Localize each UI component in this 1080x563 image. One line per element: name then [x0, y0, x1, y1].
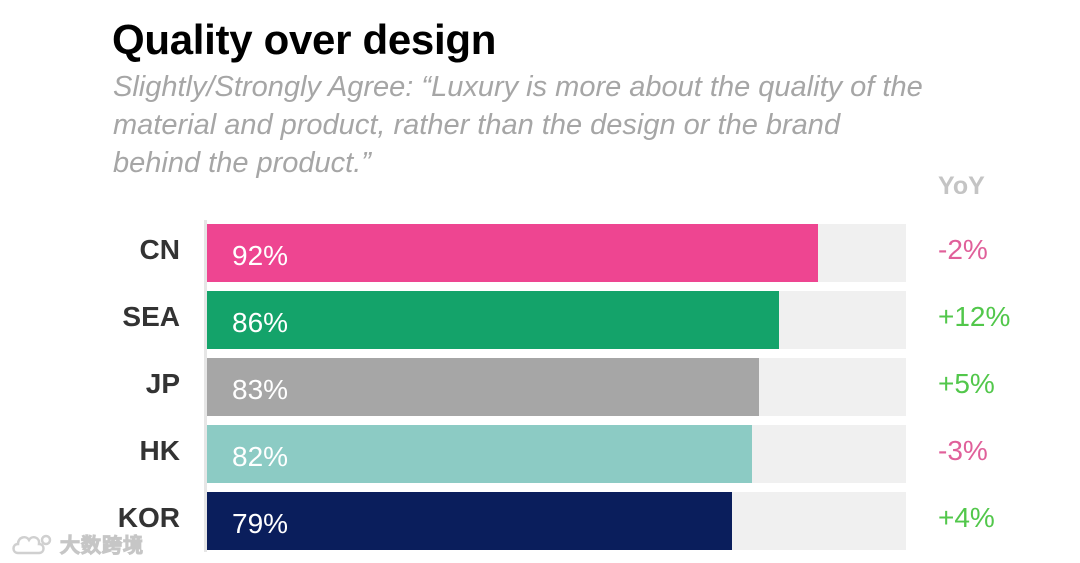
bar-row-hk: HK 82% -3% [0, 425, 1080, 483]
category-label: HK [139, 435, 180, 466]
bar-hk [207, 425, 752, 483]
bar-kor [207, 492, 732, 550]
chart-subtitle: Slightly/Strongly Agree: “Luxury is more… [113, 71, 923, 179]
chart-title: Quality over design [112, 16, 497, 63]
bar-value-label: 79% [232, 508, 289, 539]
category-label: SEA [122, 301, 180, 332]
bar-value-label: 82% [232, 441, 289, 472]
bar-row-sea: SEA 86% +12% [0, 291, 1080, 349]
yoy-header: YoY [938, 172, 985, 200]
category-axis-line [204, 220, 207, 552]
category-label: KOR [117, 502, 180, 533]
cloud-logo-icon [12, 534, 52, 554]
category-label: CN [139, 234, 180, 265]
watermark: 大数跨境 [10, 529, 144, 558]
bar-value-label: 86% [232, 307, 289, 338]
yoy-value: +12% [938, 301, 1011, 332]
category-label: JP [145, 368, 180, 399]
bar-value-label: 92% [232, 240, 289, 271]
yoy-value: -3% [938, 435, 988, 466]
bar-jp [207, 358, 759, 416]
bar-cn [207, 224, 818, 282]
bar-row-kor: KOR 79% +4% [0, 492, 1080, 550]
yoy-value: +5% [938, 368, 995, 399]
watermark-text: 大数跨境 [60, 535, 144, 558]
yoy-value: -2% [938, 234, 988, 265]
bar-value-label: 83% [232, 374, 289, 405]
bar-sea [207, 291, 779, 349]
yoy-value: +4% [938, 502, 995, 533]
bar-row-jp: JP 83% +5% [0, 358, 1080, 416]
bar-row-cn: CN 92% -2% [0, 224, 1080, 282]
